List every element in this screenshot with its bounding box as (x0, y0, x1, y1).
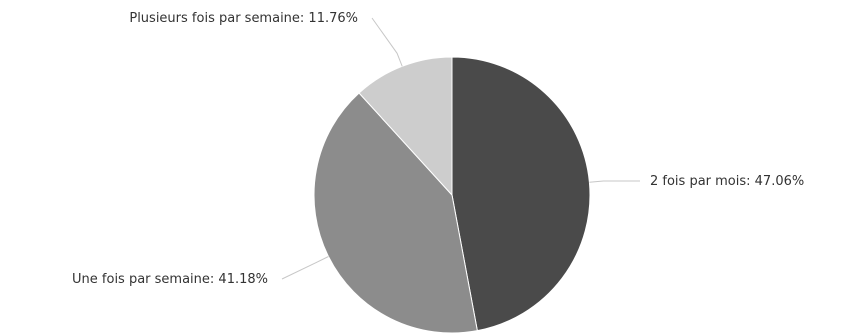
leader-lines-layer (281, 17, 640, 280)
leader-line-3 (371, 17, 403, 67)
leader-line-1 (589, 180, 640, 183)
slice-label-2: Une fois par semaine: 41.18% (72, 272, 268, 287)
pie-slice-1 (451, 56, 591, 332)
labels-layer: 2 fois par mois: 47.06% Une fois par sema… (72, 11, 804, 287)
leader-line-2 (281, 256, 329, 280)
slices-layer (313, 56, 591, 334)
pie-slice-3 (358, 56, 453, 197)
slice-label-3: Plusieurs fois par semaine: 11.76% (129, 11, 358, 26)
slice-label-1: 2 fois par mois: 47.06% (650, 174, 804, 189)
pie-slice-2 (313, 92, 478, 334)
